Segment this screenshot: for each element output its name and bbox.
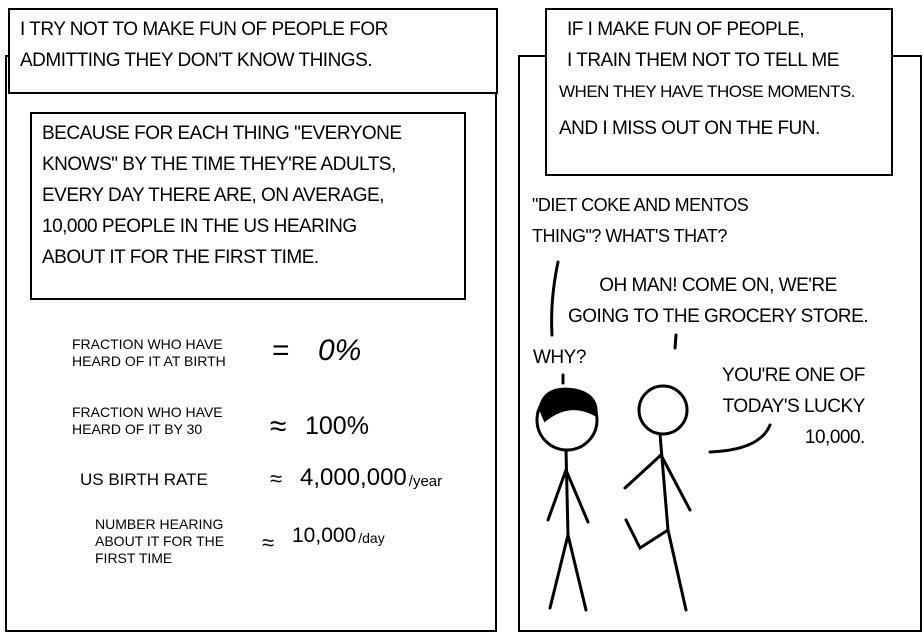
dialogue-3: Why?: [533, 347, 586, 368]
eq3-op: ≈: [270, 466, 283, 491]
label-line: heard of it at birth: [72, 353, 226, 369]
label-line: heard of it by 30: [72, 421, 203, 437]
dialogue-line: going to the grocery store.: [568, 306, 869, 327]
dialogue-line: thing"? What's that?: [532, 226, 727, 246]
label-line: Number hearing: [95, 516, 224, 532]
eq2-label: Fraction who have heard of it by 30: [72, 404, 223, 438]
speech-tail: [550, 260, 560, 337]
explanation-line: 10,000 people in the US hearing: [42, 216, 357, 237]
eq3-label: US birth rate: [80, 470, 208, 489]
caption-line: If I make fun of people,: [567, 19, 805, 40]
explanation-box: Because for each thing "everyone knows" …: [30, 112, 466, 300]
eq3-value-group: 4,000,000 /year: [300, 464, 442, 492]
eq4-label: Number hearing about it for the first ti…: [95, 516, 224, 567]
unit: day: [362, 530, 385, 546]
dialogue-line: You're one of: [722, 365, 865, 386]
eq3-unit: /year: [408, 473, 443, 490]
eq4-value-group: 10,000 /day: [292, 524, 385, 548]
eq1-op: =: [272, 334, 290, 367]
caption-line: admitting they don't know things.: [20, 50, 373, 71]
speech-tail: [673, 333, 678, 350]
caption-line: And I miss out on the fun.: [559, 118, 820, 139]
eq4-value: 10,000: [292, 524, 357, 547]
explanation-line: knows" by the time they're adults,: [42, 154, 396, 175]
eq4-op: ≈: [262, 530, 275, 555]
label-line: Fraction who have: [72, 336, 223, 352]
dialogue-line: "Diet coke and mentos: [532, 195, 749, 215]
label-line: first time: [95, 550, 173, 566]
left-figure: [535, 387, 599, 612]
explanation-line: Because for each thing "everyone: [42, 123, 402, 144]
dialogue-line: Oh man! Come on, we're: [599, 275, 837, 296]
eq1-label: Fraction who have heard of it at birth: [72, 336, 226, 370]
eq3-value: 4,000,000: [300, 464, 407, 491]
eq2-value: 100%: [305, 412, 369, 440]
right-figure: [623, 384, 692, 612]
dialogue-line: today's lucky: [722, 396, 866, 417]
label-line: Fraction who have: [72, 404, 223, 420]
unit: year: [412, 473, 443, 490]
dialogue-1: "Diet coke and mentos thing"? What's tha…: [532, 190, 749, 252]
dialogue-2: Oh man! Come on, we're going to the groc…: [568, 270, 869, 332]
eq1-value: 0%: [318, 334, 362, 367]
caption-line: when they have those moments.: [559, 82, 855, 101]
explanation-line: about it for the first time.: [42, 247, 319, 268]
caption-line: I try not to make fun of people for: [20, 19, 388, 40]
speech-tail: [708, 423, 772, 454]
panel-2-caption: If I make fun of people, I train them no…: [545, 8, 893, 176]
dialogue-4: You're one of today's lucky 10,000.: [722, 360, 865, 453]
dialogue-line: 10,000.: [804, 427, 865, 448]
eq4-unit: /day: [358, 530, 385, 546]
eq2-op: ≈: [270, 410, 287, 443]
caption-line: I train them not to tell me: [567, 50, 839, 71]
explanation-line: every day there are, on average,: [42, 185, 384, 206]
panel-1-caption: I try not to make fun of people for admi…: [8, 8, 498, 94]
label-line: about it for the: [95, 533, 225, 549]
